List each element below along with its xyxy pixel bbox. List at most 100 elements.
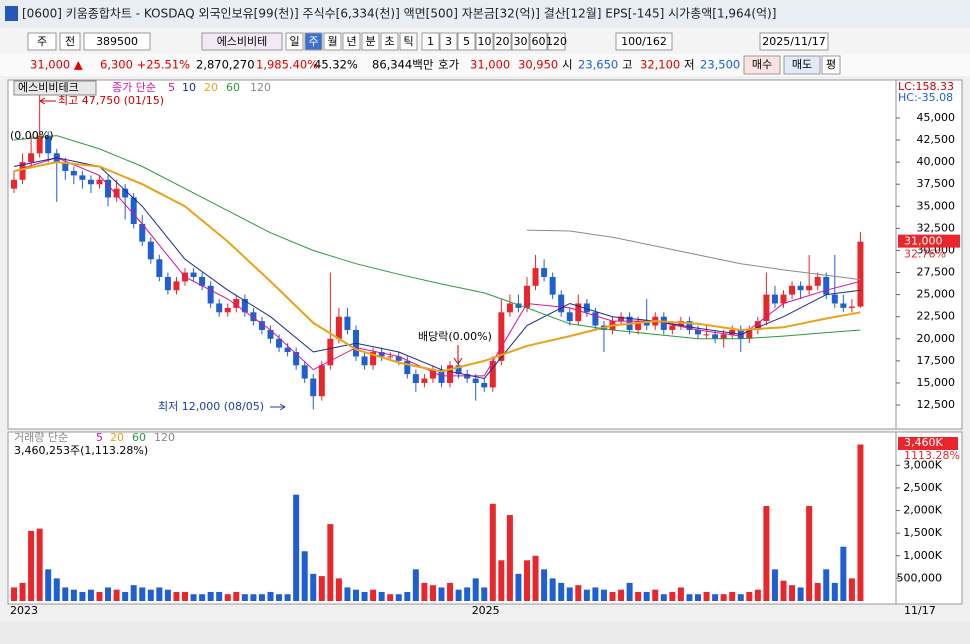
toolbar-label[interactable]: 전 [65,35,75,48]
toolbar-button[interactable] [83,32,151,51]
trade-label[interactable]: 매도 [792,58,812,71]
toolbar-button[interactable] [475,32,494,51]
toolbar-label[interactable]: 120 [546,35,567,48]
toolbar-button[interactable] [304,32,323,51]
candle-body [404,360,411,375]
candle-body [327,338,334,366]
volume-bar [703,591,710,601]
candle-body [310,378,317,397]
trade-button[interactable] [821,55,841,75]
volume-bar [720,594,727,601]
toolbar-button[interactable] [493,32,512,51]
volume-bar [566,587,573,601]
toolbar-button[interactable] [285,32,304,51]
volume-bar [11,587,17,601]
candle-body [241,299,248,313]
info-quote-label: 호가 [438,58,460,72]
toolbar-label[interactable]: 월 [327,35,337,48]
toolbar-button[interactable] [547,32,566,51]
trade-label[interactable]: 매수 [752,58,772,71]
toolbar-label[interactable]: 10 [478,35,492,48]
volume-bar [669,591,676,601]
volume-bar [36,528,43,601]
toolbar-button[interactable] [759,32,829,51]
volume-bar [592,587,599,601]
annotation-ex-div-first: (0.00%) [10,129,54,142]
toolbar-label[interactable]: 389500 [96,35,138,48]
toolbar-label[interactable]: 에스비비테 [217,35,268,48]
volume-bar [327,524,334,601]
volume-bar [70,589,77,601]
info-volume: 2,870,270 [196,58,255,72]
toolbar-label[interactable]: 20 [496,35,510,48]
volume-bar [62,587,69,601]
toolbar-label[interactable]: 1 [427,35,434,48]
toolbar-button[interactable] [380,32,399,51]
candle-body [378,352,385,357]
volume-legend-entry: 5 [96,431,103,444]
volume-bar [583,589,590,601]
candle-body [70,170,77,176]
moving-average [13,161,861,373]
trade-label[interactable]: 평 [826,58,836,71]
toolbar-label[interactable]: 3 [445,35,452,48]
toolbar-button[interactable] [361,32,380,51]
toolbar-label[interactable]: 5 [463,35,470,48]
candle-body [840,303,847,308]
y-tick-label: 42,500 [917,133,956,146]
candle-body [250,312,257,322]
toolbar-button[interactable] [342,32,361,51]
volume-bar [831,582,838,601]
volume-bar [618,589,625,601]
volume-last-box [898,437,958,450]
toolbar-label[interactable]: 년 [346,35,356,48]
candle-body [335,316,342,339]
info-low: 23,500 [700,58,740,72]
toolbar-button[interactable] [457,32,476,51]
trade-button[interactable] [743,55,781,75]
toolbar-button[interactable] [27,32,57,51]
toolbar-label[interactable]: 30 [514,35,528,48]
trade-button[interactable] [783,55,821,75]
candle-body [831,294,838,304]
volume-bar [506,515,513,601]
volume-bar [771,569,778,601]
toolbar-label[interactable]: 주 [308,35,318,48]
toolbar-label[interactable]: 일 [289,34,299,48]
scroll-bar [0,622,970,644]
legend-label: 종가 단순 [112,81,156,94]
toolbar-button[interactable] [59,32,81,51]
candle-body [421,378,428,383]
toolbar-button[interactable] [529,32,548,51]
toolbar-label[interactable]: 초 [384,35,394,48]
toolbar-button[interactable] [201,32,283,51]
candle-body [318,365,325,397]
toolbar-label[interactable]: 분 [365,35,375,48]
toolbar-button[interactable] [323,32,342,51]
volume-tick-label: 1,000K [903,549,942,562]
toolbar-button[interactable] [439,32,458,51]
toolbar-button[interactable] [421,32,440,51]
volume-bar [498,560,505,601]
toolbar-button[interactable] [511,32,530,51]
toolbar-label[interactable]: 100/162 [621,35,667,48]
volume-bar [387,594,394,601]
info-high: 32,100 [640,58,680,72]
y-tick-label: 27,500 [917,266,956,279]
candle-body [489,360,496,388]
toolbar-label[interactable]: 틱 [403,35,413,48]
toolbar-label[interactable]: 60 [532,35,546,48]
toolbar-button[interactable] [615,32,673,51]
toolbar-label[interactable]: 주 [37,35,47,48]
volume-tick-label: 1,500K [903,526,942,539]
volume-bar [19,582,26,601]
volume-bar [754,589,761,601]
candle-body [361,356,368,366]
candle-body [28,153,35,163]
toolbar-button[interactable] [399,32,418,51]
candle-body [583,303,590,313]
volume-bar [763,506,770,601]
candle-body [498,312,505,361]
volume-bar [335,578,342,601]
toolbar-label[interactable]: 2025/11/17 [762,35,825,48]
